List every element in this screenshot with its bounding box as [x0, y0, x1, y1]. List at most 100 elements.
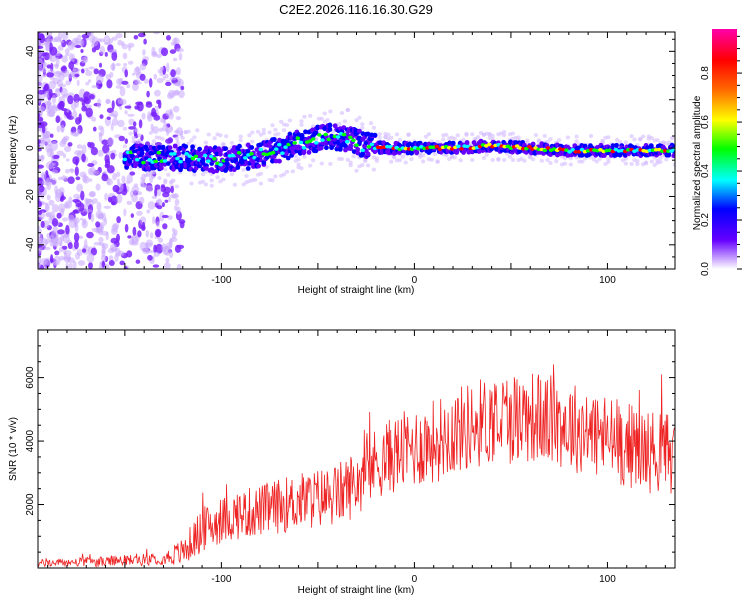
spectrogram-noise-mark	[60, 124, 65, 133]
spectrogram-halo-mark	[389, 159, 394, 164]
spectrogram-halo-mark	[635, 159, 640, 163]
spectrogram-noise-mark	[138, 196, 145, 204]
spectrogram-band-mark	[530, 141, 536, 147]
spectrogram-band-mark	[225, 161, 230, 167]
spectrogram-noise-mark	[178, 52, 183, 61]
spectrogram-noise-mark	[56, 150, 64, 156]
spectrogram-noise-mark	[80, 49, 84, 53]
spectrogram-halo-mark	[302, 114, 307, 119]
spectrogram-band-mark	[183, 144, 189, 150]
spectrogram-ridge-mark	[193, 154, 199, 159]
spectrogram-noise-mark	[99, 45, 106, 55]
spectrogram-noise-mark	[146, 209, 151, 214]
spectrogram-band-mark	[134, 143, 140, 149]
spectrogram-band-mark	[450, 140, 456, 146]
spectrogram-noise-mark	[162, 75, 166, 81]
spectrogram-ridge-mark	[212, 157, 217, 161]
spectrogram-axes: -100 0 100 -40 -20 0 20 40	[25, 32, 675, 286]
spectrogram-band-mark	[197, 146, 203, 152]
spectrogram-noise-mark	[80, 217, 84, 221]
spectrogram-band-mark	[357, 128, 362, 134]
spectrogram-halo-mark	[308, 163, 313, 168]
spectrogram-halo-mark	[545, 158, 550, 162]
spectrogram-noise-mark	[51, 105, 56, 111]
spectrogram-band-mark	[277, 158, 282, 164]
spectrogram-noise-mark	[72, 156, 80, 165]
spectrogram-noise-mark	[101, 260, 106, 268]
spectrogram-noise-mark	[55, 88, 61, 92]
spectrogram-noise-mark	[96, 98, 102, 109]
spectrogram-band-mark	[313, 130, 319, 136]
spectrogram-ridge-mark	[348, 135, 353, 140]
spectrogram-noise-mark	[76, 183, 83, 192]
spectrogram-noise-mark	[145, 102, 153, 108]
spectrogram-halo-mark	[600, 138, 605, 143]
spectrogram-halo-mark	[169, 126, 174, 131]
spectrogram-halo-mark	[215, 175, 220, 180]
spectrogram-noise-mark	[62, 217, 68, 222]
spectrogram-noise-mark	[141, 112, 146, 120]
spectrogram-noise-mark	[51, 204, 59, 213]
spectrogram-band-mark	[256, 163, 261, 169]
spectrogram-halo-mark	[403, 160, 408, 165]
spectrogram-band-mark	[306, 150, 312, 155]
spectrogram-noise-mark	[180, 85, 185, 91]
spectrogram-ridge-mark	[165, 150, 171, 154]
spectrogram-ridge-mark	[456, 144, 461, 149]
spectrogram-noise-mark	[93, 68, 99, 75]
spectrogram-noise-mark	[64, 145, 72, 153]
spectrogram-halo-mark	[160, 136, 165, 141]
spectrogram-noise-mark	[141, 221, 146, 230]
spectrogram-noise-mark	[73, 93, 80, 103]
spectrogram-halo-mark	[652, 162, 657, 167]
spectrogram-noise-mark	[139, 63, 146, 71]
spectrogram-ridge-mark	[369, 142, 375, 147]
spectrogram-noise-mark	[179, 221, 185, 229]
spectrogram-noise-mark	[173, 57, 178, 62]
spectrogram-ridge-mark	[307, 139, 313, 143]
spectrogram-band-mark	[447, 140, 453, 146]
spectrogram-ridge-mark	[335, 135, 341, 139]
spectrogram-noise-mark	[40, 140, 46, 144]
spectrogram-noise-mark	[128, 239, 135, 246]
spectrogram-noise-mark	[155, 243, 164, 254]
spectrogram-noise-mark	[40, 171, 47, 180]
spectrogram-ridge-mark	[366, 145, 372, 149]
spectrogram-halo-mark	[545, 139, 550, 144]
spectrogram-noise-mark	[81, 153, 86, 163]
spectrogram-halo-mark	[597, 157, 602, 161]
spectrogram-ridge-mark	[570, 148, 575, 152]
spectrogram-halo-mark	[455, 133, 460, 138]
spectrogram-noise-mark	[78, 235, 84, 239]
spectrogram-noise-mark	[171, 227, 176, 233]
spectrogram-ridge-mark	[224, 158, 230, 162]
spectrogram-halo-mark	[371, 125, 377, 130]
spectrogram-noise-mark	[45, 202, 49, 211]
spectrogram-noise-mark	[90, 147, 98, 156]
spectrogram-noise-mark	[46, 111, 55, 117]
spectrogram-noise-mark	[38, 148, 42, 152]
spectrogram-ridge-mark	[505, 144, 511, 149]
spectrogram-band-mark	[157, 145, 163, 150]
spectrogram-band-mark	[237, 143, 242, 149]
spectrogram-ridge-mark	[209, 154, 214, 159]
spectrogram-noise-mark	[98, 83, 103, 87]
snr-frame	[37, 329, 676, 569]
spectrogram-noise-mark	[87, 79, 92, 83]
spectrogram-noise-mark	[59, 100, 65, 109]
spectrogram-halo-mark	[345, 157, 350, 162]
spectrogram-noise-mark	[78, 113, 82, 123]
spectrogram-halo-mark	[244, 174, 249, 178]
spectrogram-ridge-mark	[545, 146, 551, 150]
spectrogram-noise-mark	[163, 119, 167, 127]
spectrogram-halo-mark	[426, 132, 432, 137]
spectrogram-ridge-mark	[487, 142, 492, 147]
spectrogram-halo-mark	[131, 135, 136, 140]
spectrogram-halo-mark	[444, 153, 449, 158]
spectrogram-halo-mark	[189, 181, 194, 186]
spectrogram-halo-mark	[409, 157, 414, 162]
spectrogram-halo-mark	[502, 133, 507, 138]
spectrogram-noise-mark	[166, 62, 170, 73]
snr-xlabel: Height of straight line (km)	[298, 585, 415, 596]
spectrogram-noise-mark	[147, 254, 153, 261]
